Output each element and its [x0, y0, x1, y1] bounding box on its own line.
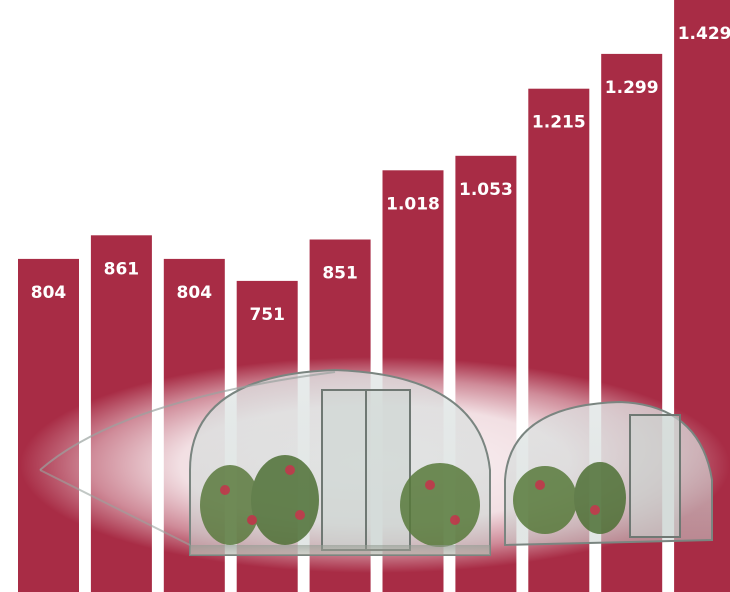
- labels-layer: 804 861 804 751 851 1.018 1.053 1.215 1.299 1.429: [31, 24, 730, 325]
- bar-value-label-9: 1.299: [605, 78, 659, 98]
- bar-value-label-8: 1.215: [532, 113, 586, 133]
- bar-value-label-10: 1.429: [678, 24, 730, 44]
- bar-value-label-2: 861: [104, 259, 140, 279]
- greenhouse-illustration: [20, 357, 730, 573]
- bar-value-label-7: 1.053: [459, 180, 513, 200]
- bar-value-label-4: 751: [249, 305, 285, 325]
- bar-value-label-3: 804: [177, 283, 213, 303]
- bar-value-label-5: 851: [322, 264, 358, 284]
- bar-value-label-1: 804: [31, 283, 67, 303]
- bar-value-label-6: 1.018: [386, 194, 440, 214]
